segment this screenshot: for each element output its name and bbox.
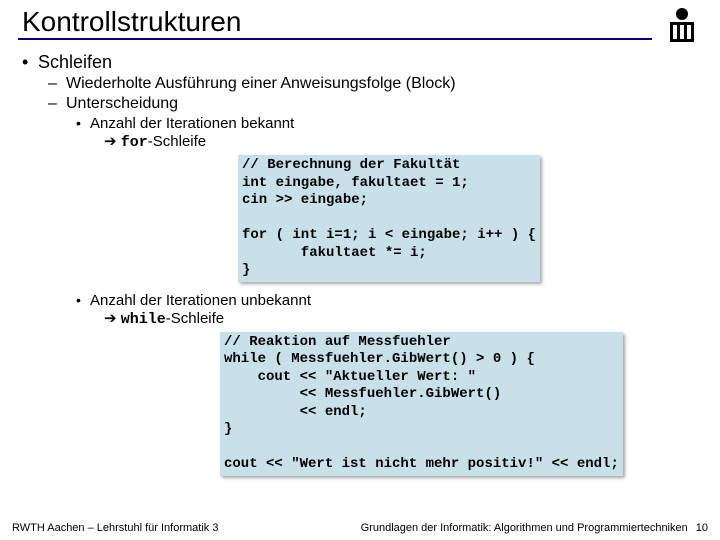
item-wiederholt: Wiederholte Ausführung einer Anweisungsf… [66,75,702,93]
title-row: Kontrollstrukturen [18,6,702,46]
page-title: Kontrollstrukturen [18,6,652,40]
bullet-list-3: Anzahl der Iterationen bekannt ➔ for-Sch… [66,115,702,484]
keyword-while: while [121,311,166,328]
page-number: 10 [696,522,708,534]
arrow-icon: ➔ [104,133,121,150]
item-unbekannt: Anzahl der Iterationen unbekannt ➔ while… [90,292,702,484]
footer-right: Grundlagen der Informatik: Algorithmen u… [361,522,708,534]
item-schleifen: Schleifen Wiederholte Ausführung einer A… [38,52,702,484]
code-while: // Reaktion auf Messfuehler while ( Mess… [220,332,623,476]
bullet-list-1: Schleifen Wiederholte Ausführung einer A… [18,52,702,484]
building-icon [662,6,702,46]
code-wrap-while: // Reaktion auf Messfuehler while ( Mess… [220,328,702,484]
item-bekannt: Anzahl der Iterationen bekannt ➔ for-Sch… [90,115,702,290]
bullet-list-2: Wiederholte Ausführung einer Anweisungsf… [38,75,702,484]
arrow-line-while: ➔ while-Schleife [90,309,702,328]
footer-left: RWTH Aachen – Lehrstuhl für Informatik 3 [12,522,218,534]
code-wrap-for: // Berechnung der Fakultät int eingabe, … [238,151,702,290]
footer: RWTH Aachen – Lehrstuhl für Informatik 3… [0,522,720,534]
arrow-icon: ➔ [104,310,121,327]
arrow-line-for: ➔ for-Schleife [90,132,702,151]
code-for: // Berechnung der Fakultät int eingabe, … [238,155,540,282]
text: Schleifen [38,52,112,72]
keyword-for: for [121,134,148,151]
item-unterscheidung: Unterscheidung Anzahl der Iterationen be… [66,95,702,484]
